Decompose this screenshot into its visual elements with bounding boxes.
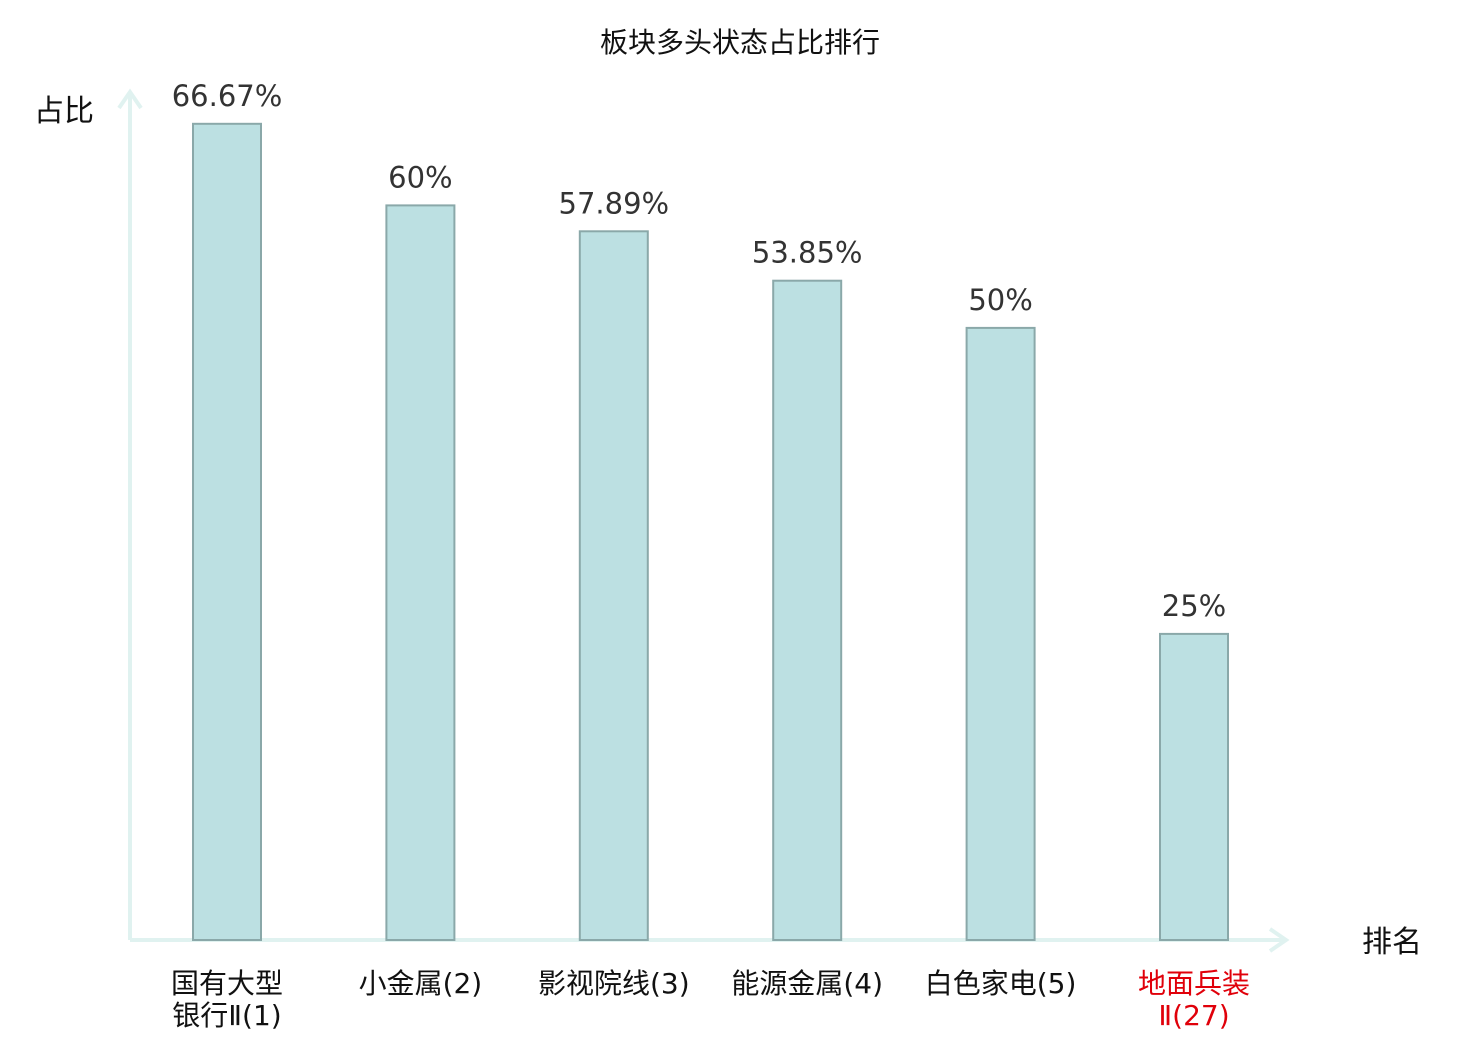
x-tick-label: Ⅱ(27) — [1158, 999, 1229, 1032]
bar — [385, 204, 456, 941]
x-tick-label: 影视院线(3) — [538, 967, 690, 1000]
x-axis-arrow — [1268, 927, 1290, 953]
bar-value-label: 60% — [388, 160, 452, 194]
bar — [1159, 632, 1229, 942]
x-axis-label: 排名 — [1362, 925, 1422, 960]
bar — [192, 122, 262, 942]
x-tick-label: 白色家电(5) — [925, 967, 1077, 1000]
bar-value-label: 57.89% — [559, 186, 670, 220]
bar — [772, 279, 843, 941]
bar — [578, 230, 649, 942]
bar-value-label: 25% — [1162, 589, 1226, 623]
x-tick-label: 小金属(2) — [359, 967, 483, 1000]
y-axis-arrow — [117, 88, 143, 110]
x-tick-label: 地面兵装 — [1138, 967, 1250, 1000]
bar-value-label: 53.85% — [752, 236, 863, 270]
bar-value-label: 50% — [968, 283, 1032, 317]
bar — [965, 326, 1036, 941]
x-tick-label: 能源金属(4) — [731, 967, 883, 1000]
y-axis-label: 占比 — [34, 94, 94, 129]
x-tick-label: 国有大型 — [171, 967, 283, 1000]
bar-value-label: 66.67% — [172, 79, 283, 113]
chart-title: 板块多头状态占比排行 — [600, 26, 880, 59]
x-tick-label: 银行Ⅱ(1) — [172, 999, 281, 1032]
